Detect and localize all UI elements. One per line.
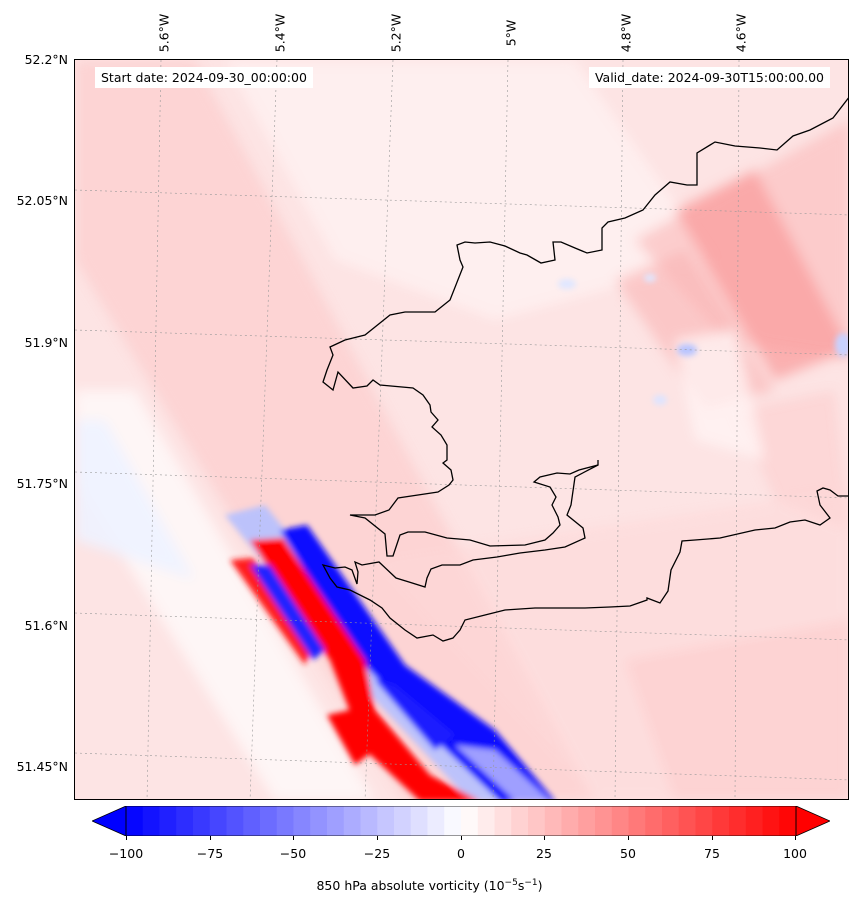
colorbar-label-suffix: ) [537,878,543,894]
colorbar-cell [712,806,730,836]
colorbar-cell [544,806,562,836]
field-bands [75,60,848,799]
colorbar-cell [645,806,663,836]
coastline [321,97,848,642]
colorbar-cell [477,806,495,836]
colorbar-cell [427,806,445,836]
colorbar-tickmark [544,836,545,840]
lon-label-5-6w: 5.6°W [156,13,172,53]
colorbar-cell [176,806,194,836]
colorbar-cell [444,806,462,836]
lon-label-4-8w: 4.8°W [618,13,634,53]
lon-label-5-4w: 5.4°W [272,13,288,53]
colorbar-label-unit: s [517,878,525,894]
lon-label-5w: 5°W [503,19,519,47]
colorbar-cell [260,806,278,836]
colorbar-tickmark [293,836,294,840]
colorbar-label-exponent-1: −5 [504,878,518,888]
colorbar-cell [578,806,596,836]
colorbar-cell [377,806,395,836]
colorbar-tickmark [126,836,127,840]
colorbar-cell [159,806,177,836]
field-spots [558,274,848,405]
colorbar-cells [126,806,797,836]
colorbar-tickmark [377,836,378,840]
colorbar-tick-label: −100 [108,846,144,861]
lat-label-51-45n: 51.45°N [16,759,68,774]
colorbar-cell [729,806,747,836]
colorbar-tickmark [628,836,629,840]
colorbar-tickmark [461,836,462,840]
colorbar-cell [662,806,680,836]
colorbar-tick-label: 50 [620,846,636,861]
colorbar-label-exponent-2: −1 [524,878,538,888]
colorbar-cell [209,806,227,836]
colorbar-cell [528,806,546,836]
colorbar-cell [276,806,294,836]
colorbar-max-arrow [795,806,830,836]
vorticity-map [74,59,849,800]
start-date-label: Start date: 2024-09-30_00:00:00 [95,67,313,88]
lon-label-5-2w: 5.2°W [388,13,404,53]
vorticity-field [75,60,848,799]
colorbar-cell [310,806,328,836]
colorbar-tickmark [210,836,211,840]
colorbar-min-arrow [92,806,127,836]
colorbar-label-prefix: 850 hPa absolute vorticity (10 [316,878,505,894]
colorbar-cell [494,806,512,836]
valid-date-label: Valid_date: 2024-09-30T15:00:00.00 [588,67,830,88]
colorbar-frame [125,806,797,836]
lat-label-51-6n: 51.6°N [24,618,68,633]
colorbar-cell [779,806,797,836]
colorbar-cell [327,806,345,836]
vorticity-streaks [225,505,554,799]
colorbar-cell [394,806,412,836]
colorbar-tick-label: 100 [783,846,807,861]
colorbar-cell [678,806,696,836]
colorbar-tick-label: −50 [279,846,307,861]
colorbar-tick-label: −25 [363,846,391,861]
colorbar-cell [461,806,479,836]
colorbar-cell [762,806,780,836]
colorbar-cell [243,806,261,836]
colorbar-cell [595,806,613,836]
colorbar-cell [410,806,428,836]
lat-label-51-9n: 51.9°N [24,335,68,350]
colorbar-cell [142,806,160,836]
colorbar-cell [611,806,629,836]
colorbar-cell [126,806,144,836]
colorbar-cell [745,806,763,836]
colorbar-cell [561,806,579,836]
colorbar-cell [511,806,529,836]
colorbar-cell [360,806,378,836]
colorbar-cell [343,806,361,836]
colorbar-tick-label: 75 [704,846,720,861]
graticule [75,60,848,799]
colorbar-cell [695,806,713,836]
colorbar-cell [628,806,646,836]
lat-label-51-75n: 51.75°N [16,476,68,491]
colorbar-tickmark [795,836,796,840]
colorbar-tick-label: 25 [536,846,552,861]
colorbar-cell [226,806,244,836]
colorbar-tickmark [712,836,713,840]
lon-label-4-6w: 4.6°W [733,13,749,53]
colorbar-tick-label: 0 [457,846,465,861]
colorbar-label: 850 hPa absolute vorticity (10−5s−1) [0,878,859,893]
colorbar-tick-label: −75 [196,846,224,861]
colorbar-cell [293,806,311,836]
lat-label-52-2n: 52.2°N [24,52,68,67]
colorbar [92,806,830,836]
lat-label-52-05n: 52.05°N [16,193,68,208]
colorbar-cell [193,806,211,836]
